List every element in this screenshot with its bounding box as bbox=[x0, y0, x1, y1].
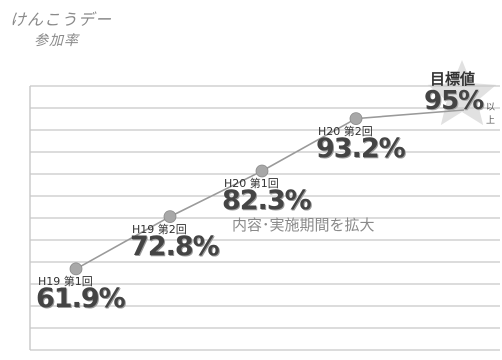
data-value-label: 61.9% bbox=[36, 282, 126, 314]
data-value-label: 72.8% bbox=[130, 230, 220, 262]
data-value-label: 93.2% bbox=[316, 132, 406, 164]
category-label: H20 第1回 bbox=[224, 176, 279, 190]
category-label: H20 第2回 bbox=[318, 124, 373, 138]
chart-subtitle: 参加率 bbox=[34, 33, 79, 49]
target-value: 95% bbox=[424, 86, 484, 116]
category-label: H19 第1回 bbox=[38, 274, 93, 288]
annotation-text: 内容･実施期間を拡大 bbox=[232, 216, 375, 234]
data-point-marker bbox=[255, 164, 269, 178]
target-label: 目標値 bbox=[430, 70, 476, 88]
target-approx: 以上 bbox=[486, 103, 496, 126]
data-value-label: 82.3% bbox=[222, 184, 312, 216]
data-point-marker bbox=[163, 210, 177, 224]
target-star-shape bbox=[427, 60, 497, 126]
data-point-marker bbox=[69, 262, 83, 276]
category-label: H19 第2回 bbox=[132, 222, 187, 236]
data-point-marker bbox=[349, 112, 363, 125]
series-markers bbox=[69, 112, 363, 276]
chart-title: けんこうデー bbox=[10, 10, 113, 29]
